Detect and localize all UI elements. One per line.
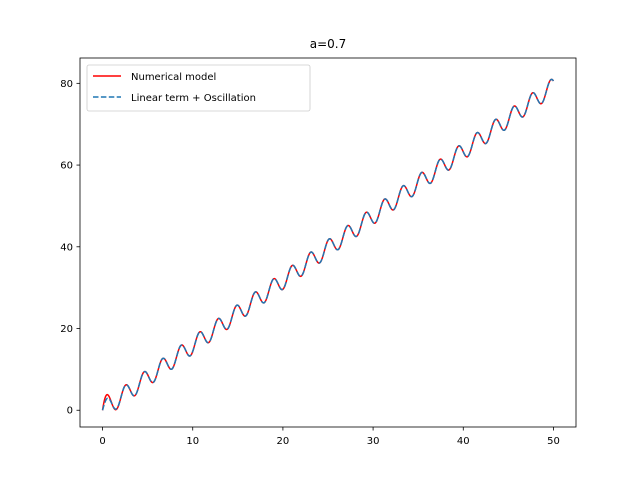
y-tick-label: 0 xyxy=(67,406,73,417)
legend-label-linear-oscillation: Linear term + Oscillation xyxy=(131,93,256,104)
x-tick-label: 50 xyxy=(547,436,560,447)
x-axis-ticks: 0 10 20 30 40 50 xyxy=(99,427,560,447)
x-tick-label: 10 xyxy=(186,436,199,447)
x-tick-label: 40 xyxy=(457,436,470,447)
x-tick-label: 0 xyxy=(99,436,105,447)
legend-box xyxy=(86,64,311,112)
x-tick-label: 30 xyxy=(367,436,380,447)
chart-title: a=0.7 xyxy=(310,37,347,51)
x-tick-label: 20 xyxy=(277,436,290,447)
y-tick-label: 40 xyxy=(60,242,73,253)
y-tick-label: 20 xyxy=(60,324,73,335)
axes-frame xyxy=(79,57,577,428)
y-tick-label: 60 xyxy=(60,161,73,172)
series-line-linear-oscillation xyxy=(101,78,555,411)
legend-label-numerical-model: Numerical model xyxy=(131,72,216,83)
legend: Numerical model Linear term + Oscillatio… xyxy=(86,64,311,112)
y-axis-ticks: 0 20 40 60 80 xyxy=(60,79,80,417)
plot-area: 0 10 20 30 40 50 0 20 40 60 80 xyxy=(60,57,577,447)
series-layer xyxy=(101,78,555,411)
y-tick-label: 80 xyxy=(60,79,73,90)
